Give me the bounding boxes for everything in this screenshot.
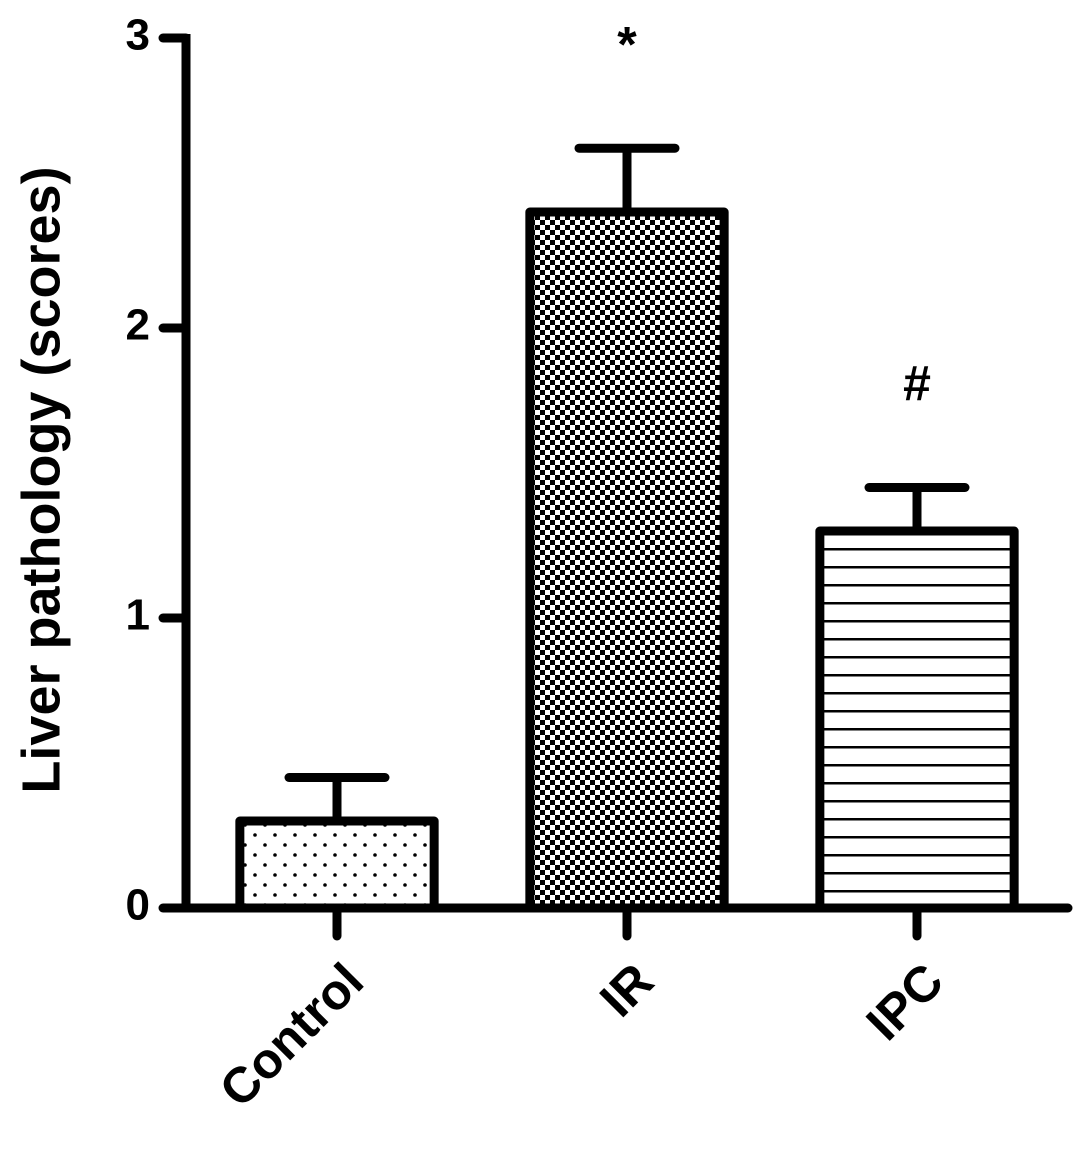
bar (815, 526, 1019, 913)
annotation: # (903, 356, 931, 412)
x-tick-label: IPC (856, 953, 955, 1052)
y-axis-label: Liver pathology (scores) (11, 166, 71, 793)
y-tick-label: 3 (126, 11, 150, 60)
bar (235, 816, 439, 913)
bar (525, 207, 729, 913)
y-tick-label: 1 (126, 591, 150, 640)
y-tick-label: 0 (126, 881, 150, 930)
x-tick-label: IR (589, 953, 664, 1028)
annotation: * (617, 16, 637, 72)
y-tick-label: 2 (126, 301, 150, 350)
x-tick-label: Control (209, 953, 374, 1118)
